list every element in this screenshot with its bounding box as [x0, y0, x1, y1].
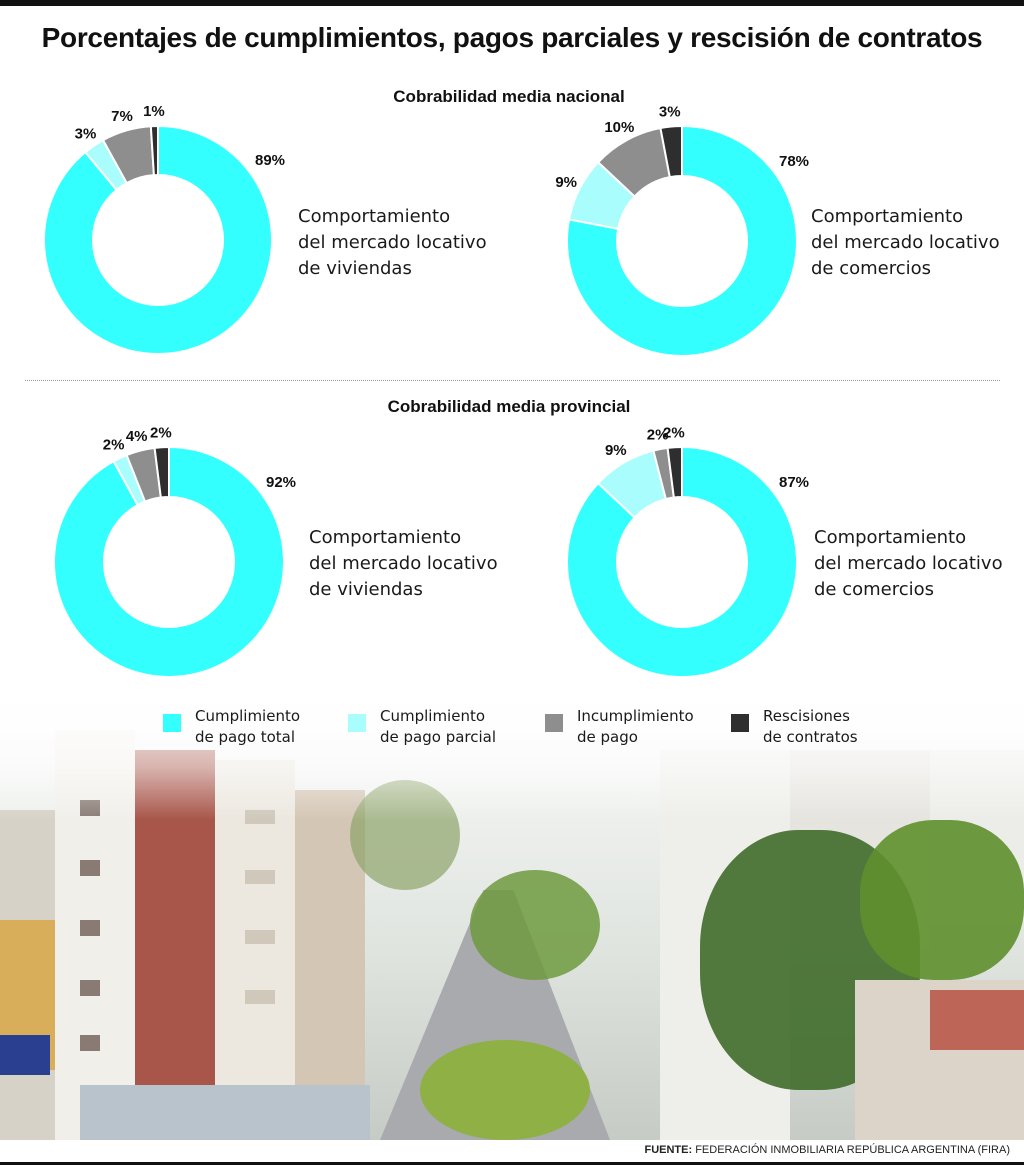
donut-description: Comportamiento del mercado locativo de v…: [309, 525, 498, 603]
legend-label: Cumplimiento de pago total: [195, 706, 300, 748]
legend-label: Incumplimiento de pago: [577, 706, 694, 748]
desc-line: de viviendas: [298, 258, 412, 279]
legend: Cumplimiento de pago total Cumplimiento …: [0, 706, 1024, 756]
slice-label: 2%: [103, 436, 125, 453]
source-label: FUENTE:: [644, 1144, 693, 1156]
legend-line: Cumplimiento: [195, 707, 301, 725]
donut-slice: [659, 124, 683, 179]
donut-description: Comportamiento del mercado locativo de c…: [814, 525, 1003, 603]
legend-swatch: [163, 714, 181, 732]
legend-line: de pago parcial: [380, 728, 497, 746]
legend-line: Rescisiones: [763, 707, 850, 725]
slice-label: 2%: [663, 424, 685, 441]
donut-slice: [43, 124, 273, 355]
desc-line: del mercado locativo: [298, 232, 487, 253]
desc-line: del mercado locativo: [814, 553, 1003, 574]
donut-slice: [149, 124, 159, 177]
slice-label: 10%: [604, 119, 634, 136]
slice-label: 3%: [659, 104, 681, 121]
slice-label: 92%: [266, 474, 296, 491]
donut-slice: [566, 124, 798, 357]
desc-line: de comercios: [814, 579, 935, 600]
bottom-rule: [0, 1162, 1024, 1165]
donut-charts: 89%3%7% 1%78%9%10%3%92%2% 4% 2%87%9%2%2%: [43, 103, 809, 678]
legend-line: de pago total: [195, 728, 295, 746]
desc-line: de comercios: [811, 258, 932, 279]
donut-slice: [153, 445, 170, 499]
chart-title: Porcentajes de cumplimientos, pagos parc…: [41, 22, 983, 53]
donut-description: Comportamiento del mercado locativo de v…: [298, 204, 487, 282]
slice-label: 2%: [150, 424, 172, 441]
legend-swatch: [348, 714, 366, 732]
slice-label: 3%: [75, 125, 97, 142]
source-text: FEDERACIÓN INMOBILIARIA REPÚBLICA ARGENT…: [695, 1144, 1010, 1156]
legend-label: Rescisiones de contratos: [763, 706, 858, 748]
section-divider: [25, 380, 1000, 381]
legend-line: de pago: [577, 728, 638, 746]
top-rule: [0, 0, 1024, 6]
desc-line: Comportamiento: [298, 206, 451, 227]
legend-line: de contratos: [763, 728, 858, 746]
desc-line: Comportamiento: [309, 527, 462, 548]
legend-swatch: [545, 714, 563, 732]
legend-line: Incumplimiento: [577, 707, 694, 725]
legend-line: Cumplimiento: [380, 707, 486, 725]
slice-label: 9%: [555, 174, 577, 191]
street-photo: [0, 690, 1024, 1140]
donut-description: Comportamiento del mercado locativo de c…: [811, 204, 1000, 282]
slice-label: 2%: [647, 426, 669, 443]
slice-label: 78%: [779, 153, 809, 170]
section-title-nacional: Cobrabilidad media nacional: [393, 87, 625, 106]
slice-label: 7%: [111, 108, 133, 125]
source-note: FUENTE: FEDERACIÓN INMOBILIARIA REPÚBLIC…: [644, 1144, 1010, 1156]
slice-label: 1%: [143, 103, 165, 120]
legend-label: Cumplimiento de pago parcial: [380, 706, 496, 748]
desc-line: Comportamiento: [811, 206, 964, 227]
donut-slice: [53, 445, 285, 678]
slice-label: 4%: [126, 428, 148, 445]
slice-label: 9%: [605, 442, 627, 459]
slice-label: 87%: [779, 474, 809, 491]
section-title-provincial: Cobrabilidad media provincial: [387, 397, 631, 416]
desc-line: del mercado locativo: [811, 232, 1000, 253]
desc-line: del mercado locativo: [309, 553, 498, 574]
desc-line: Comportamiento: [814, 527, 967, 548]
legend-swatch: [731, 714, 749, 732]
desc-line: de viviendas: [309, 579, 423, 600]
slice-label: 89%: [255, 152, 285, 169]
donut-slice: [666, 445, 683, 499]
donut-slice: [566, 445, 798, 678]
